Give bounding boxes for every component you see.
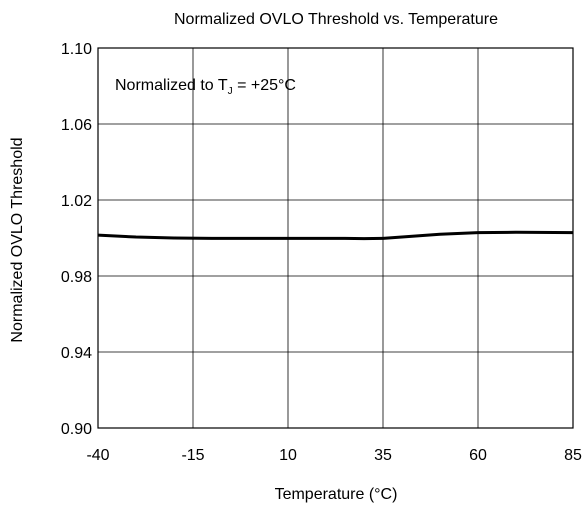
x-tick-label: 85 — [564, 447, 582, 464]
grid-lines — [98, 48, 573, 428]
annotation-subscript: J — [228, 86, 233, 97]
x-tick-label: 35 — [374, 447, 392, 464]
x-tick-label: 10 — [279, 447, 297, 464]
x-tick-labels: -40 -15 10 35 60 85 — [86, 447, 582, 464]
series-line — [97, 230, 574, 241]
y-tick-label: 1.02 — [61, 193, 92, 210]
x-tick-label: -40 — [86, 447, 109, 464]
y-tick-label: 1.10 — [61, 41, 92, 58]
y-tick-label: 0.90 — [61, 421, 92, 438]
y-axis-label: Normalized OVLO Threshold — [9, 137, 26, 342]
y-tick-label: 0.94 — [61, 345, 92, 362]
x-tick-label: 60 — [469, 447, 487, 464]
y-tick-label: 1.06 — [61, 117, 92, 134]
chart-title: Normalized OVLO Threshold vs. Temperatur… — [174, 11, 498, 28]
annotation-suffix: = +25°C — [233, 77, 296, 94]
x-tick-label: -15 — [181, 447, 204, 464]
annotation-prefix: Normalized to T — [115, 77, 228, 94]
y-tick-label: 0.98 — [61, 269, 92, 286]
plot-area-border — [97, 47, 574, 429]
series-layer — [97, 230, 574, 241]
y-tick-labels: 0.90 0.94 0.98 1.02 1.06 1.10 — [61, 41, 92, 438]
x-axis-label: Temperature (°C) — [275, 486, 398, 503]
normalization-annotation: Normalized to TJ = +25°C — [115, 77, 296, 97]
